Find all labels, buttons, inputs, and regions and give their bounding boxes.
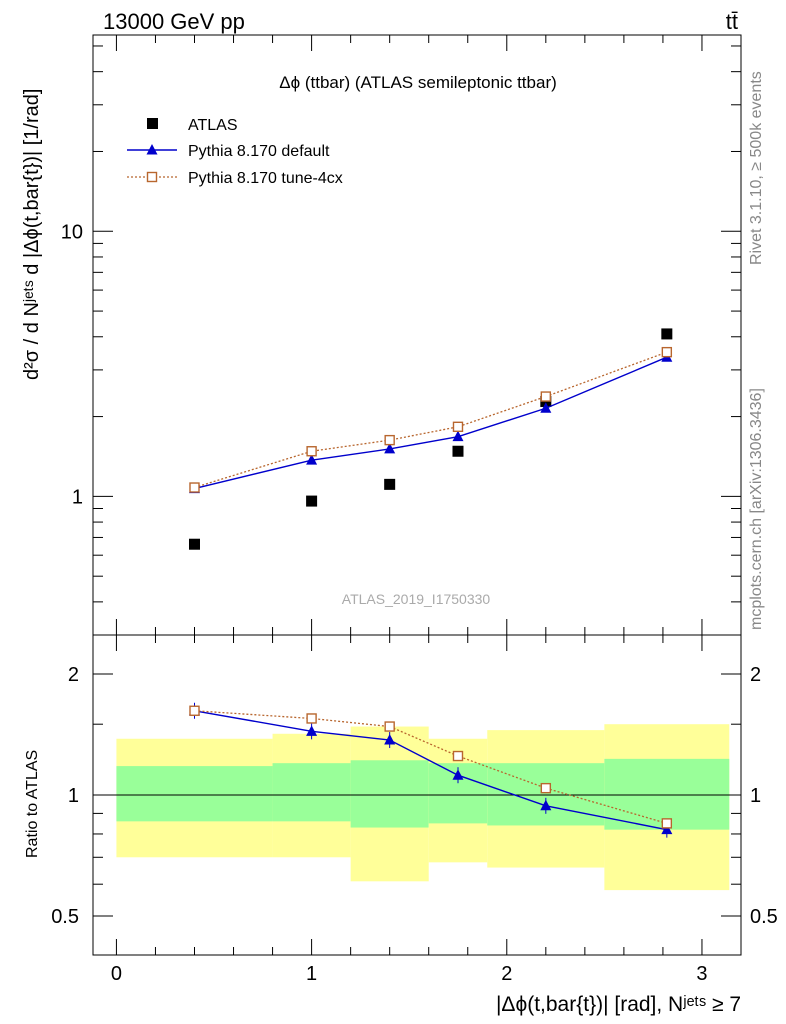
ratio-point-default <box>452 769 464 780</box>
main-watermark: ATLAS_2019_I1750330 <box>342 591 491 607</box>
main-panel: 1 10 Δϕ (ttbar) (ATLAS semileptonic ttbar… <box>21 34 742 636</box>
ratio-xtick-label: 2 <box>501 963 512 985</box>
tune-point <box>540 391 552 402</box>
ratio-line-default <box>194 710 667 831</box>
ratio-point-default <box>384 734 396 745</box>
mcplots-label: mcplots.cern.ch [arXiv:1306.3436] <box>748 388 765 630</box>
tune-point <box>661 346 673 358</box>
ratio-axis-ticks: 0.5 0.5 1 1 2 2 0 1 2 3 <box>51 635 778 985</box>
atlas-point <box>188 538 200 550</box>
default-point <box>452 430 464 442</box>
ratio-point-default <box>306 725 318 736</box>
ratio-band-inner <box>272 763 351 822</box>
atlas-point <box>661 328 673 340</box>
ratio-point-tune <box>384 721 395 732</box>
header-left: 13000 GeV pp <box>103 9 245 34</box>
atlas-point <box>384 478 396 490</box>
ratio-point-default <box>540 799 552 811</box>
ratio-ylabel: Ratio to ATLAS <box>24 750 41 858</box>
main-series <box>188 328 673 550</box>
tune-point <box>306 446 317 457</box>
legend-marker-tune <box>146 171 158 183</box>
main-ytick-label: 1 <box>72 486 83 508</box>
default-point <box>384 442 396 454</box>
ratio-point-tune <box>189 705 200 716</box>
default-point <box>540 402 552 413</box>
legend: ATLAS Pythia 8.170 default Pythia 8.170 tu… <box>127 117 343 187</box>
legend-label: ATLAS <box>188 117 238 134</box>
ratio-ytick-label-right: 2 <box>750 664 761 686</box>
ratio-frame <box>92 634 742 956</box>
ratio-ytick-label-right: 1 <box>750 785 761 807</box>
ratio-ytick-label: 2 <box>68 664 79 686</box>
tune-point <box>384 434 395 446</box>
main-ylabel: d²σ / d Nʲᵉᵗˢ d |Δϕ(t,bar{t})| [1/rad] <box>21 89 43 380</box>
ratio-xtick-label: 3 <box>696 963 707 985</box>
ratio-point-default <box>661 823 673 835</box>
ratio-point-tune <box>540 782 552 794</box>
ratio-xtick-label: 1 <box>306 963 317 985</box>
legend-label: Pythia 8.170 tune-4cx <box>188 170 343 187</box>
ratio-band-inner <box>487 763 605 826</box>
rivet-label: Rivet 3.1.10, ≥ 500k events <box>748 71 765 265</box>
tune-point <box>452 421 464 433</box>
ratio-ytick-label: 0.5 <box>51 906 79 928</box>
atlas-point <box>306 495 318 507</box>
ratio-panel: 0.5 0.5 1 1 2 2 0 1 2 3 Ratio to ATLAS |Δϕ(t,bar{… <box>24 634 778 1016</box>
ratio-series <box>188 702 673 838</box>
ratio-band-inner <box>350 760 429 828</box>
ratio-point-tune <box>661 818 673 829</box>
ratio-xtick-label: 0 <box>111 963 122 985</box>
ratio-band-inner <box>116 766 273 822</box>
ratio-ytick-label-right: 0.5 <box>750 906 778 928</box>
legend-label: Pythia 8.170 default <box>188 143 330 160</box>
ratio-line-tune <box>194 710 668 825</box>
atlas-point <box>452 445 464 457</box>
ratio-band-inner <box>604 758 730 830</box>
header-right: tt̄ <box>726 9 738 34</box>
main-title: Δϕ (ttbar) (ATLAS semileptonic ttbar) <box>279 73 557 92</box>
ratio-point-tune <box>452 750 464 762</box>
legend-marker-default <box>146 144 158 155</box>
series-line-tune <box>194 351 668 489</box>
ratio-bands <box>116 724 730 891</box>
series-line-default <box>194 356 668 490</box>
default-point <box>306 454 318 465</box>
main-ytick-label: 10 <box>61 221 83 243</box>
tune-point <box>189 482 200 493</box>
x-axis-label: |Δϕ(t,bar{t})| [rad], Nʲᵉᵗˢ ≥ 7 <box>496 993 741 1016</box>
main-axis-ticks: 1 10 <box>61 35 741 636</box>
ratio-point-tune <box>306 713 317 724</box>
ratio-ytick-label: 1 <box>68 785 79 807</box>
legend-marker-atlas <box>147 118 158 129</box>
